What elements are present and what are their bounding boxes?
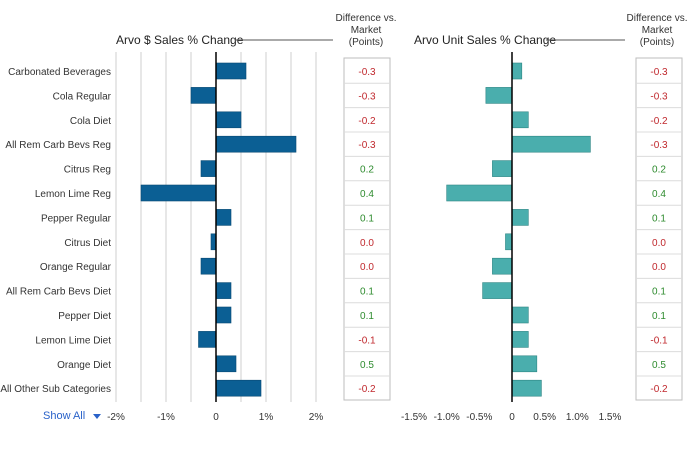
right-bar [511,135,591,153]
left-bar [190,87,217,104]
diff-left-value: 0.1 [360,213,374,224]
diff-left-value: 0.0 [360,262,374,273]
diff-right-value: -0.2 [650,384,668,395]
left-category-label: Orange Regular [40,262,112,273]
left-chart-title: Arvo $ Sales % Change [116,33,248,47]
show-all-label: Show All [43,410,86,422]
right-bar [492,160,513,177]
right-bar [492,257,513,275]
diff-left-value: 0.1 [360,287,374,298]
diff-header-right-line3: (Points) [639,37,675,48]
right-tick-label: 1.0% [566,412,589,423]
right-tick-label: -0.5% [466,412,492,423]
left-category-label: Citrus Diet [64,238,111,249]
left-category-label: Lemon Lime Reg [35,189,111,200]
right-bar [511,355,538,373]
left-category-label: Cola Regular [53,91,112,102]
diff-left-value: 0.2 [360,165,374,176]
left-tick-label: 2% [309,412,324,423]
diff-right-value: 0.1 [652,287,666,298]
right-bar [446,184,513,202]
left-bar [215,209,232,226]
right-bar [485,87,513,104]
left-bar [140,184,217,202]
diff-right-panel [635,57,683,401]
left-bar [215,282,232,299]
left-category-label: Pepper Regular [41,213,112,224]
diff-right-value: 0.0 [652,238,666,249]
diff-header-right-line2: Market [641,25,673,36]
left-bar [200,257,217,275]
left-category-label: Citrus Reg [64,165,111,176]
left-bar [215,379,262,397]
left-category-label: All Rem Carb Bevs Diet [6,287,111,298]
left-category-label: All Other Sub Categories [0,384,111,395]
left-bar [215,62,247,80]
diff-left-value: 0.4 [360,189,374,200]
diff-header-right-line1: Difference vs. [626,13,688,24]
diff-header-left-line1: Difference vs. [335,13,397,24]
diff-right-value: 0.4 [652,189,666,200]
diff-left-value: 0.1 [360,311,374,322]
left-bar [215,111,242,129]
right-tick-label: -1.0% [434,412,460,423]
right-tick-label: 0 [509,412,515,423]
diff-right-value: 0.1 [652,311,666,322]
diff-left-value: -0.1 [358,335,376,346]
left-bar [215,306,232,324]
right-bar [511,62,523,80]
left-category-label: All Rem Carb Bevs Reg [5,140,111,151]
diff-left-panel [343,57,391,401]
diff-left-value: -0.2 [358,116,376,127]
diff-right-value: -0.3 [650,67,668,78]
left-tick-label: -1% [157,412,175,423]
diff-right-value: -0.2 [650,116,668,127]
diff-left-value: -0.2 [358,384,376,395]
left-bar [198,331,217,348]
left-tick-label: 1% [259,412,274,423]
left-tick-label: 0 [213,412,219,423]
diff-right-value: 0.0 [652,262,666,273]
diff-right-value: -0.3 [650,140,668,151]
left-category-label: Carbonated Beverages [8,67,111,78]
diff-right-value: 0.2 [652,165,666,176]
right-bar [511,111,529,129]
right-bar [505,233,513,251]
diff-header-left: Difference vs. Market (Points) [331,13,401,49]
diff-left-value: -0.3 [358,140,376,151]
diff-right-value: -0.1 [650,335,668,346]
left-bar [215,355,237,373]
diff-header-left-line3: (Points) [348,37,384,48]
right-tick-label: 1.5% [599,412,622,423]
right-bar [511,209,529,226]
right-bar [511,331,529,348]
diff-right-value: 0.5 [652,360,666,371]
diff-header-right: Difference vs. Market (Points) [622,13,692,49]
right-tick-label: -1.5% [401,412,427,423]
diff-left-value: 0.5 [360,360,374,371]
diff-left-value: -0.3 [358,91,376,102]
left-category-label: Cola Diet [70,116,111,127]
left-bar [200,160,217,177]
right-bar [511,379,542,397]
right-tick-label: 0.5% [533,412,556,423]
left-category-label: Pepper Diet [58,311,111,322]
diff-right-value: -0.3 [650,91,668,102]
right-bar [482,282,513,299]
right-bar [511,306,529,324]
left-bar [215,135,297,153]
right-chart-title: Arvo Unit Sales % Change [414,33,561,47]
diff-right-value: 0.1 [652,213,666,224]
chevron-down-icon [93,413,102,419]
left-tick-label: -2% [107,412,125,423]
left-category-label: Orange Diet [57,360,111,371]
diff-left-value: -0.3 [358,67,376,78]
left-category-label: Lemon Lime Diet [35,335,111,346]
show-all-button[interactable]: Show All [43,410,102,422]
diff-header-left-line2: Market [350,25,382,36]
diff-left-value: 0.0 [360,238,374,249]
